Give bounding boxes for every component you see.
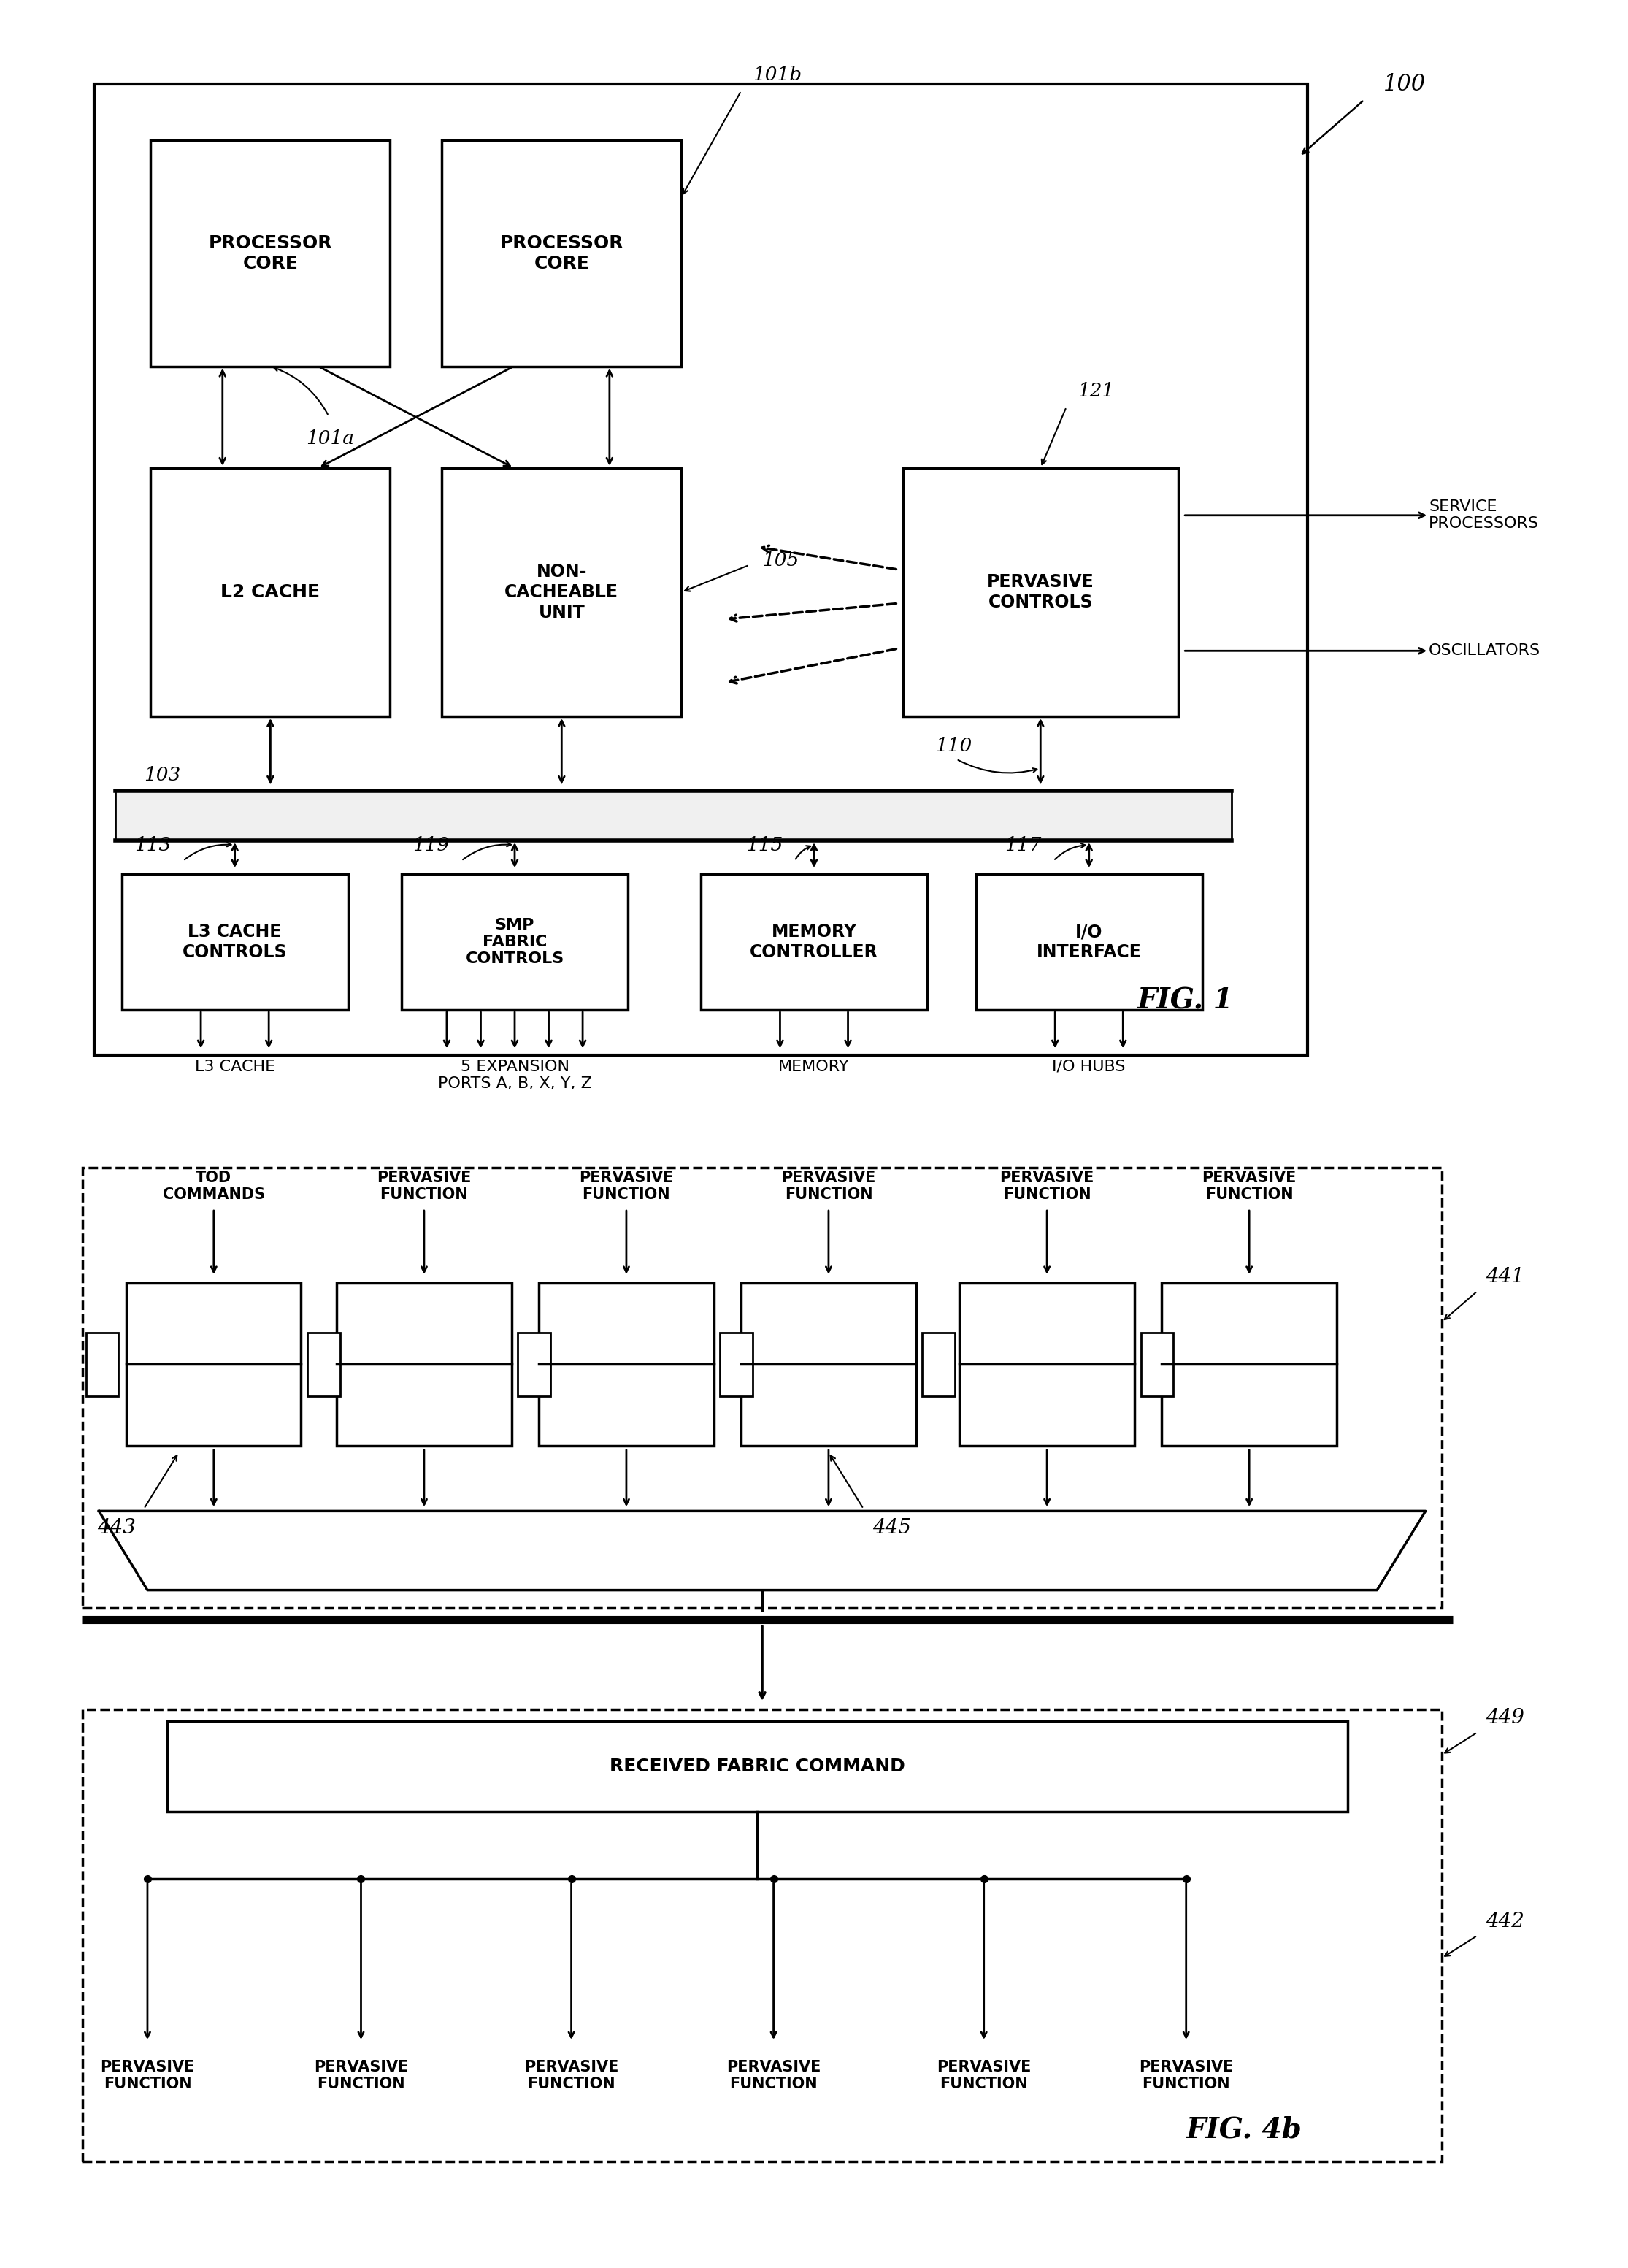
Bar [402, 875, 628, 1009]
Text: FIG. 1: FIG. 1 [1138, 987, 1234, 1014]
Bar [904, 467, 1179, 717]
Text: PERVASIVE
FUNCTION: PERVASIVE FUNCTION [726, 2059, 821, 2091]
Text: PERVASIVE
FUNCTION: PERVASIVE FUNCTION [524, 2059, 619, 2091]
Text: 441: 441 [1485, 1268, 1524, 1286]
Bar [86, 1334, 119, 1395]
Text: PERVASIVE
FUNCTION: PERVASIVE FUNCTION [1000, 1170, 1094, 1202]
Text: SERVICE
PROCESSORS: SERVICE PROCESSORS [1429, 499, 1538, 531]
Text: 5 EXPANSION
PORTS A, B, X, Y, Z: 5 EXPANSION PORTS A, B, X, Y, Z [438, 1059, 591, 1091]
Bar [1162, 1284, 1337, 1445]
Text: PERVASIVE
FUNCTION: PERVASIVE FUNCTION [781, 1170, 876, 1202]
Text: OSCILLATORS: OSCILLATORS [1429, 644, 1540, 658]
Text: RECEIVED FABRIC COMMAND: RECEIVED FABRIC COMMAND [609, 1758, 905, 1776]
Bar [720, 1334, 752, 1395]
Bar [166, 1721, 1348, 1812]
Text: 105: 105 [762, 551, 799, 569]
Bar [959, 1284, 1135, 1445]
Text: FIG. 4b: FIG. 4b [1187, 2116, 1302, 2143]
Text: L3 CACHE
CONTROLS: L3 CACHE CONTROLS [182, 923, 287, 962]
Bar [308, 1334, 340, 1395]
Text: 445: 445 [873, 1517, 910, 1538]
Bar [83, 1710, 1442, 2161]
Text: 110: 110 [936, 737, 972, 755]
Bar [94, 84, 1307, 1055]
Bar [441, 141, 682, 367]
Bar [83, 1168, 1442, 1608]
Text: 115: 115 [746, 837, 783, 855]
Bar [151, 467, 391, 717]
Text: 113: 113 [135, 837, 171, 855]
Text: 117: 117 [1004, 837, 1042, 855]
Text: PERVASIVE
CONTROLS: PERVASIVE CONTROLS [987, 574, 1094, 610]
Text: 101b: 101b [752, 66, 801, 84]
Text: L3 CACHE: L3 CACHE [195, 1059, 275, 1075]
Text: PERVASIVE
FUNCTION: PERVASIVE FUNCTION [1140, 2059, 1234, 2091]
Text: PERVASIVE
FUNCTION: PERVASIVE FUNCTION [314, 2059, 409, 2091]
Bar [441, 467, 682, 717]
Bar [741, 1284, 917, 1445]
Text: 442: 442 [1485, 1912, 1524, 1930]
Text: SMP
FABRIC
CONTROLS: SMP FABRIC CONTROLS [466, 919, 563, 966]
Text: PERVASIVE
FUNCTION: PERVASIVE FUNCTION [101, 2059, 195, 2091]
Bar [518, 1334, 550, 1395]
Text: PERVASIVE
FUNCTION: PERVASIVE FUNCTION [936, 2059, 1031, 2091]
Text: PERVASIVE
FUNCTION: PERVASIVE FUNCTION [1201, 1170, 1296, 1202]
Bar [116, 792, 1231, 841]
Text: PERVASIVE
FUNCTION: PERVASIVE FUNCTION [580, 1170, 674, 1202]
Text: 119: 119 [414, 837, 449, 855]
Text: 103: 103 [145, 767, 181, 785]
Bar [700, 875, 928, 1009]
Bar [127, 1284, 301, 1445]
Text: MEMORY
CONTROLLER: MEMORY CONTROLLER [751, 923, 877, 962]
Text: NON-
CACHEABLE
UNIT: NON- CACHEABLE UNIT [505, 562, 619, 621]
Text: TOD
COMMANDS: TOD COMMANDS [163, 1170, 265, 1202]
Text: 443: 443 [98, 1517, 135, 1538]
Text: L2 CACHE: L2 CACHE [221, 583, 321, 601]
Text: I/O HUBS: I/O HUBS [1052, 1059, 1125, 1075]
Bar [1141, 1334, 1174, 1395]
Text: PROCESSOR
CORE: PROCESSOR CORE [500, 234, 624, 272]
Text: 100: 100 [1384, 73, 1426, 95]
Text: PROCESSOR
CORE: PROCESSOR CORE [208, 234, 332, 272]
Bar [151, 141, 391, 367]
Text: PERVASIVE
FUNCTION: PERVASIVE FUNCTION [376, 1170, 472, 1202]
Text: 121: 121 [1078, 381, 1115, 399]
Bar [923, 1334, 954, 1395]
Text: MEMORY: MEMORY [778, 1059, 850, 1075]
Bar [122, 875, 348, 1009]
Bar [337, 1284, 511, 1445]
Bar [539, 1284, 713, 1445]
Bar [975, 875, 1203, 1009]
Text: I/O
INTERFACE: I/O INTERFACE [1037, 923, 1141, 962]
Text: 449: 449 [1485, 1708, 1524, 1728]
Polygon shape [99, 1510, 1426, 1590]
Text: 101a: 101a [306, 429, 355, 447]
